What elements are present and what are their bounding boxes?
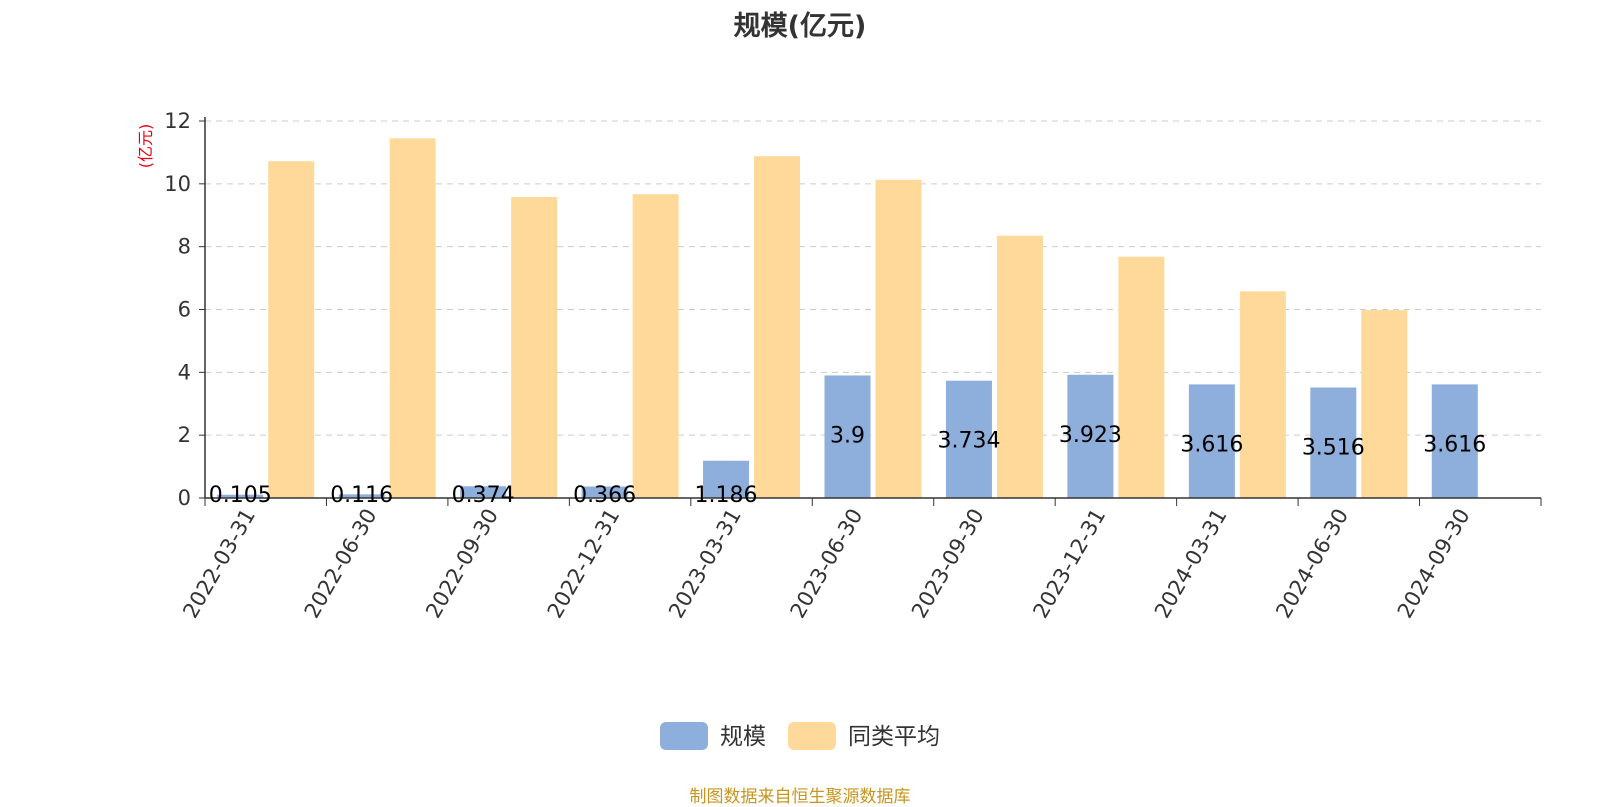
bar-peer-average: [268, 161, 315, 499]
data-label-scale: 3.516: [1302, 436, 1365, 461]
bar-scale: [460, 486, 507, 498]
y-axis-unit-label: (亿元): [136, 124, 155, 169]
y-tick-label: 2: [178, 423, 191, 447]
bar-peer-average: [511, 197, 558, 499]
legend-swatch: [788, 722, 836, 750]
y-tick-label: 0: [178, 486, 191, 510]
data-labels: 0.105 0.116 0.374 0.366 1.186 3.9 3.734 3.923 3.…: [209, 423, 1487, 508]
legend-swatch: [660, 722, 708, 750]
data-label-scale: 3.923: [1059, 423, 1122, 448]
bar-scale: [581, 486, 628, 498]
data-label-scale: 0.105: [209, 483, 272, 508]
bar-peer-average: [1118, 256, 1165, 498]
bar-peer-average: [754, 156, 801, 499]
data-label-scale: 3.616: [1423, 432, 1486, 457]
bar-peer-average: [389, 138, 436, 498]
y-tick-label: 6: [178, 298, 191, 322]
y-tick-label: 12: [164, 109, 191, 133]
bar-scale: [945, 380, 992, 498]
bar-peer-average: [632, 194, 679, 498]
bar-scale: [1067, 374, 1114, 498]
chart-title: 规模(亿元): [733, 11, 867, 42]
data-source-footer: 制图数据来自恒生聚源数据库: [689, 787, 911, 807]
data-label-scale: 3.9: [830, 423, 865, 448]
axes: 0 2 4 6 8 10 12 (亿元) 2022-03-31 2022-06-30 2022-09…: [136, 109, 1542, 623]
x-tick-label: 2023-09-30: [907, 505, 989, 623]
data-label-scale: 0.366: [573, 483, 636, 508]
data-label-scale: 3.734: [937, 429, 1000, 454]
x-tick-label: 2022-03-31: [178, 505, 260, 623]
bar-scale: [703, 460, 750, 498]
legend-label: 同类平均: [848, 724, 940, 750]
x-tick-label: 2022-09-30: [421, 505, 503, 623]
x-tick-label: 2023-12-31: [1028, 505, 1110, 623]
bar-scale: [1431, 384, 1478, 498]
x-tick-label: 2022-12-31: [543, 505, 625, 623]
bar-scale: [1310, 387, 1357, 498]
bar-scale: [338, 494, 385, 498]
bar-scale: [217, 494, 264, 498]
bar-scale: [824, 375, 871, 498]
bar-peer-average: [1361, 310, 1408, 498]
x-tick-label: 2023-06-30: [786, 505, 868, 623]
data-label-scale: 3.616: [1180, 432, 1243, 457]
bar-peer-average: [1239, 291, 1286, 498]
x-tick-label: 2024-06-30: [1271, 505, 1353, 623]
data-label-scale: 1.186: [695, 483, 758, 508]
bar-peer-average: [996, 235, 1043, 498]
legend: 规模 同类平均: [660, 722, 940, 750]
data-label-scale: 0.116: [330, 483, 393, 508]
x-tick-label: 2023-03-31: [664, 505, 746, 623]
x-tick-label: 2022-06-30: [300, 505, 382, 623]
bar-scale: [1188, 384, 1235, 498]
y-tick-label: 10: [164, 172, 191, 196]
x-tick-label: 2024-03-31: [1150, 505, 1232, 623]
y-tick-label: 4: [178, 360, 191, 384]
bar-peer-average: [875, 179, 922, 499]
data-label-scale: 0.374: [452, 483, 515, 508]
legend-label: 规模: [720, 724, 766, 750]
x-tick-label: 2024-09-30: [1393, 505, 1475, 623]
y-tick-label: 8: [178, 235, 191, 259]
bars: [217, 138, 1478, 499]
